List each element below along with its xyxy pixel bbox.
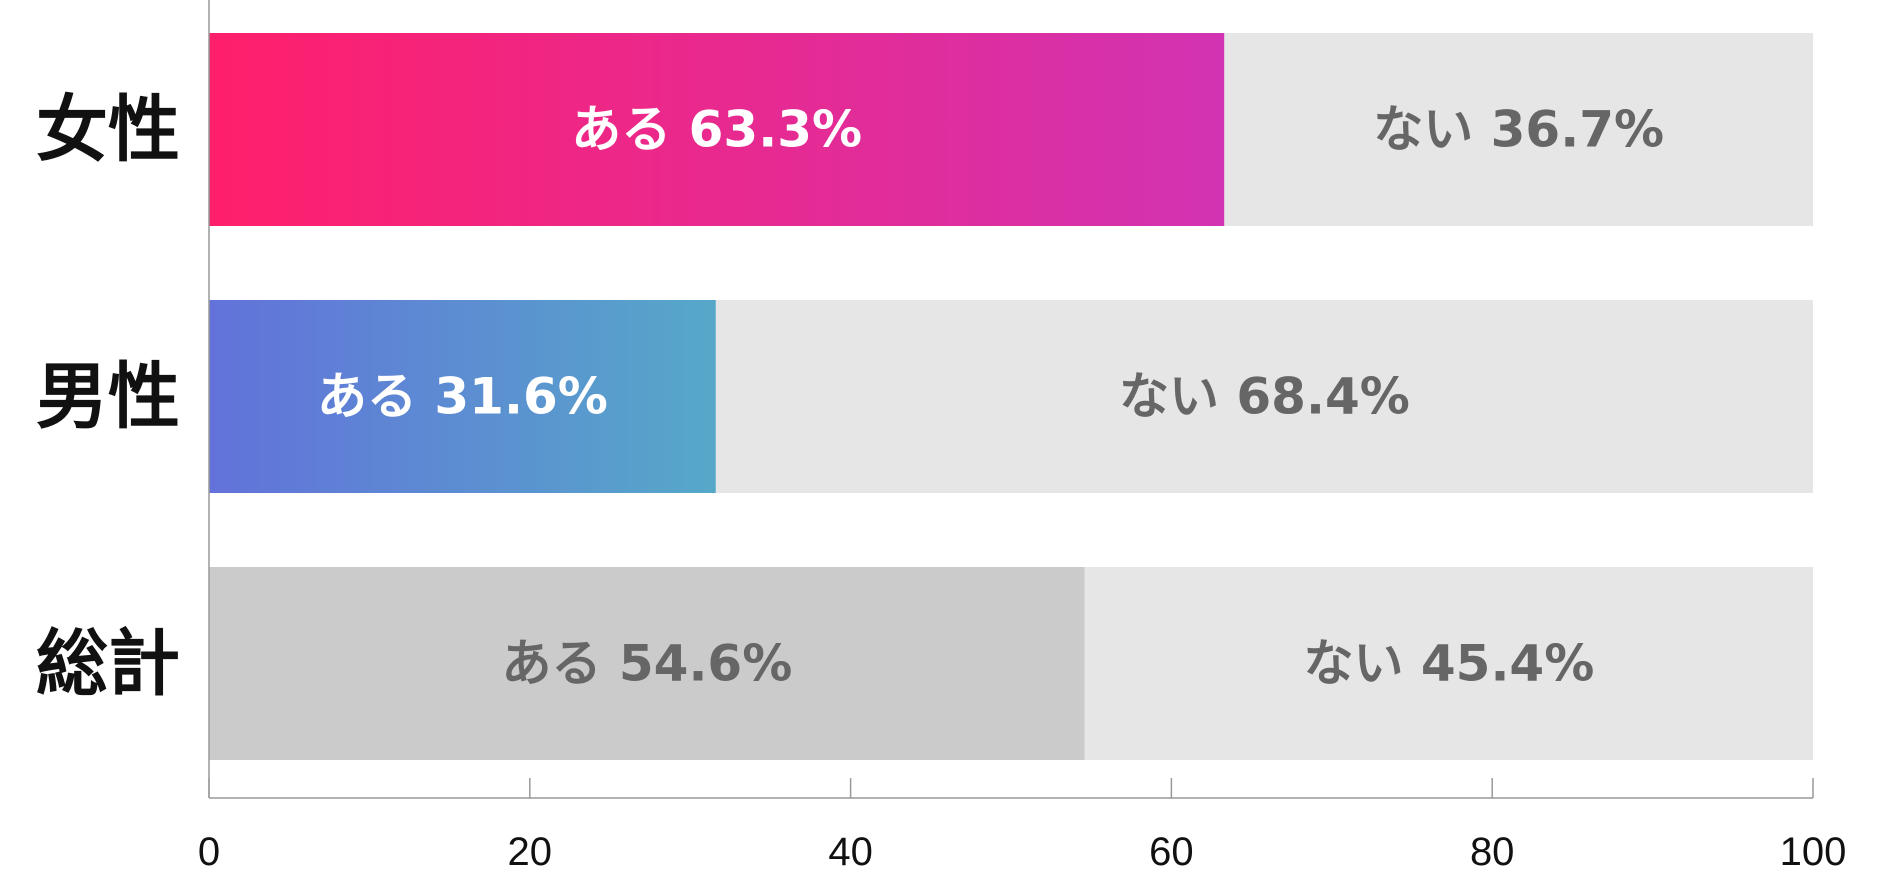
x-tick-label-0: 0: [198, 830, 220, 874]
data-label-yes-1: ある 31.6%: [317, 368, 608, 426]
x-tick-label-2: 40: [828, 830, 873, 874]
bar-yes-2: [209, 567, 1085, 760]
data-label-no-1: ない 68.4%: [1119, 368, 1410, 426]
x-axis: 0 20 40 60 80 100: [198, 0, 1847, 874]
data-label-yes-0: ある 63.3%: [571, 101, 862, 159]
x-tick-label-1: 20: [508, 830, 553, 874]
category-label-2: 総計: [36, 622, 180, 706]
data-label-no-2: ない 45.4%: [1303, 635, 1594, 693]
data-label-yes-2: ある 54.6%: [501, 635, 792, 693]
bar-yes-0: [209, 33, 1225, 226]
category-label-1: 男性: [36, 355, 180, 439]
bar-no-1: [715, 300, 1813, 493]
bar-no-2: [1084, 567, 1813, 760]
bar-yes-1: [209, 300, 716, 493]
x-tick-label-5: 100: [1780, 830, 1847, 874]
x-tick-label-4: 80: [1470, 830, 1515, 874]
category-label-0: 女性: [36, 88, 180, 172]
data-label-no-0: ない 36.7%: [1373, 101, 1664, 159]
bars-group: ある 63.3% ない 36.7% ある 31.6% ない 68.4% ある 54.6%…: [209, 33, 1813, 760]
bar-no-0: [1224, 33, 1813, 226]
x-tick-label-3: 60: [1149, 830, 1194, 874]
